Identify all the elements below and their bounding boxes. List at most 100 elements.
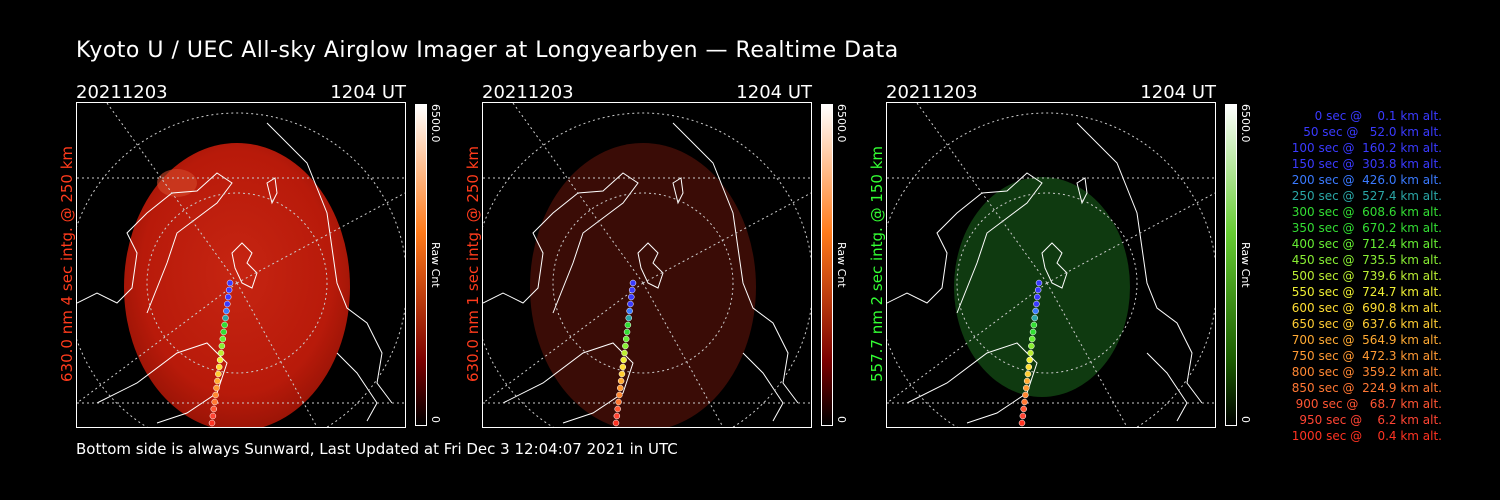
- panel-time: 1204 UT: [1140, 82, 1216, 103]
- trajectory-point: [624, 321, 632, 329]
- allsky-map: [482, 102, 812, 428]
- trajectory-point: [616, 391, 623, 399]
- trajectory-point: [215, 370, 222, 378]
- altitude-legend: 0 sec @ 0.1 km alt. 50 sec @ 52.0 km alt…: [1262, 108, 1442, 444]
- trajectory-point: [1023, 384, 1030, 392]
- trajectory-point: [208, 419, 216, 427]
- trajectory-point: [222, 314, 229, 322]
- trajectory-point: [1028, 335, 1036, 343]
- trajectory-point: [1034, 286, 1042, 294]
- trajectory-point: [1029, 328, 1037, 336]
- trajectory-point: [1021, 398, 1028, 406]
- panel-557-2sec: 20211203 1204 UT 557.7 nm 2 sec intg. @ …: [868, 82, 1286, 430]
- trajectory-point: [617, 377, 625, 385]
- trajectory-point: [1026, 356, 1033, 364]
- legend-item: 300 sec @ 608.6 km alt.: [1287, 205, 1442, 219]
- trajectory-point: [219, 335, 227, 343]
- trajectory-point: [628, 286, 636, 294]
- colorbar-min: 0: [1239, 416, 1252, 423]
- panel-date: 20211203: [76, 82, 168, 103]
- trajectory-point: [224, 300, 231, 308]
- panel-date: 20211203: [886, 82, 978, 103]
- trajectory-point: [1028, 342, 1035, 350]
- legend-item: 0 sec @ 0.1 km alt.: [1303, 109, 1442, 123]
- legend-item: 350 sec @ 670.2 km alt.: [1287, 221, 1442, 235]
- panel-630-1sec: 20211203 1204 UT 630.0 nm 1 sec intg. @ …: [464, 82, 882, 430]
- trajectory-point: [620, 356, 627, 364]
- trajectory-point: [1025, 363, 1033, 371]
- legend-item: 550 sec @ 724.7 km alt.: [1287, 285, 1442, 299]
- trajectory-point: [213, 384, 220, 392]
- trajectory-point: [209, 412, 217, 420]
- trajectory-point: [619, 363, 627, 371]
- legend-item: 100 sec @ 160.2 km alt.: [1287, 141, 1442, 155]
- trajectory-point: [627, 300, 634, 308]
- trajectory-point: [212, 391, 219, 399]
- coastline-overlay: [77, 103, 405, 427]
- colorbar-label: Raw Cnt: [429, 242, 442, 288]
- trajectory-point: [225, 286, 233, 294]
- legend-item: 450 sec @ 735.5 km alt.: [1287, 253, 1442, 267]
- trajectory-point: [1027, 349, 1034, 357]
- trajectory-point: [214, 377, 221, 385]
- trajectory-point: [1019, 412, 1027, 420]
- legend-item: 150 sec @ 303.8 km alt.: [1287, 157, 1442, 171]
- trajectory-point: [221, 321, 228, 329]
- trajectory-point: [1033, 300, 1040, 308]
- trajectory-point: [621, 349, 628, 357]
- trajectory-point: [628, 293, 635, 301]
- legend-item: 250 sec @ 527.4 km alt.: [1287, 189, 1442, 203]
- trajectory-point: [1022, 391, 1029, 399]
- panel-time: 1204 UT: [736, 82, 812, 103]
- trajectory-point: [1032, 307, 1039, 315]
- legend-item: 400 sec @ 712.4 km alt.: [1287, 237, 1442, 251]
- legend-item: 900 sec @ 68.7 km alt.: [1291, 397, 1442, 411]
- trajectory-point: [622, 335, 630, 343]
- trajectory-point: [226, 279, 234, 287]
- panel-630-4sec: 20211203 1204 UT 630.0 nm 4 sec intg. @ …: [58, 82, 476, 430]
- legend-item: 200 sec @ 426.0 km alt.: [1287, 173, 1442, 187]
- trajectory-point: [1035, 279, 1043, 287]
- colorbar-label: Raw Cnt: [835, 242, 848, 288]
- panel-side-label: 557.7 nm 2 sec intg. @ 150 km: [868, 145, 886, 382]
- page-title: Kyoto U / UEC All-sky Airglow Imager at …: [76, 38, 899, 63]
- panel-side-label: 630.0 nm 4 sec intg. @ 250 km: [58, 145, 76, 382]
- trajectory-point: [618, 370, 626, 378]
- colorbar: [415, 104, 427, 426]
- legend-item: 500 sec @ 739.6 km alt.: [1287, 269, 1442, 283]
- colorbar-max: 6500.0: [835, 104, 848, 143]
- trajectory-point: [1018, 419, 1026, 427]
- trajectory-point: [217, 349, 225, 357]
- trajectory-point: [625, 314, 632, 322]
- allsky-map: [76, 102, 406, 428]
- airglow-ellipse: [124, 143, 350, 427]
- legend-item: 700 sec @ 564.9 km alt.: [1287, 333, 1442, 347]
- trajectory-point: [210, 405, 218, 413]
- trajectory-point: [220, 328, 227, 336]
- trajectory-point: [614, 405, 621, 413]
- panel-time: 1204 UT: [330, 82, 406, 103]
- trajectory-point: [1030, 321, 1038, 329]
- trajectory-point: [218, 342, 226, 350]
- colorbar: [821, 104, 833, 426]
- panel-date: 20211203: [482, 82, 574, 103]
- legend-item: 650 sec @ 637.6 km alt.: [1287, 317, 1442, 331]
- trajectory-point: [223, 307, 230, 315]
- trajectory-point: [1023, 377, 1031, 385]
- legend-item: 850 sec @ 224.9 km alt.: [1287, 381, 1442, 395]
- legend-item: 750 sec @ 472.3 km alt.: [1287, 349, 1442, 363]
- colorbar-min: 0: [835, 416, 848, 423]
- footer-note: Bottom side is always Sunward, Last Upda…: [76, 440, 678, 458]
- trajectory-track: [612, 279, 637, 427]
- panel-side-label: 630.0 nm 1 sec intg. @ 250 km: [464, 145, 482, 382]
- legend-item: 600 sec @ 690.8 km alt.: [1287, 301, 1442, 315]
- colorbar-label: Raw Cnt: [1239, 242, 1252, 288]
- coastline-overlay: [887, 103, 1215, 427]
- trajectory-track: [208, 279, 234, 427]
- trajectory-point: [617, 384, 624, 392]
- trajectory-point: [1020, 405, 1027, 413]
- legend-item: 1000 sec @ 0.4 km alt.: [1291, 429, 1442, 443]
- allsky-image: [124, 143, 350, 427]
- colorbar-max: 6500.0: [429, 104, 442, 143]
- trajectory-point: [623, 328, 631, 336]
